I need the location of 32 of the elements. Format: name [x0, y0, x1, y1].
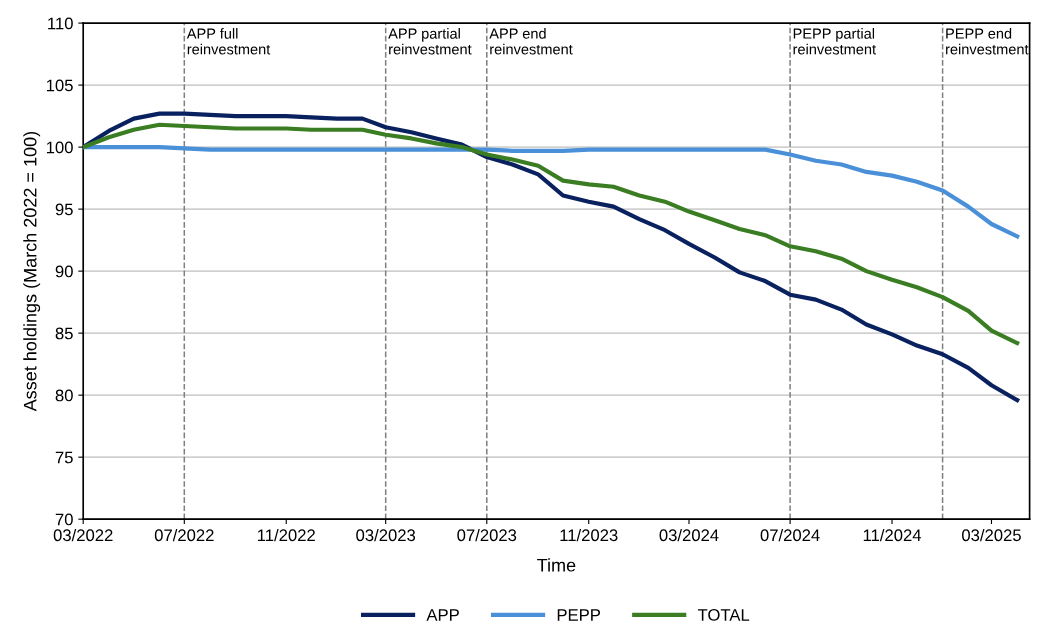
y-tick-label: 85	[55, 327, 73, 340]
x-tick-label: 07/2023	[457, 528, 517, 542]
legend-label: APP	[426, 609, 459, 621]
ref-line-label: APP partial reinvestment	[388, 28, 472, 55]
line-series	[83, 145, 1020, 239]
legend-label: PEPP	[557, 609, 600, 621]
x-tick-label: 03/2024	[659, 528, 719, 542]
x-tick-label: 07/2024	[760, 528, 820, 542]
x-tick-label: 11/2024	[863, 528, 922, 542]
y-tick-label: 100	[46, 141, 73, 154]
y-tick-label: 95	[55, 203, 73, 216]
ref-line-label: APP full reinvestment	[186, 28, 271, 55]
x-axis-title: Time	[537, 558, 576, 572]
ref-line-label: PEPP partial reinvestment	[793, 28, 876, 55]
y-tick-label: 105	[46, 79, 73, 92]
x-tick-label: 03/2022	[53, 528, 113, 542]
ref-line-label: PEPP end reinvestment	[946, 28, 1029, 55]
ref-line-label: APP end reinvestment	[489, 28, 573, 55]
y-tick-label: 90	[55, 265, 73, 278]
y-tick-label: 110	[48, 17, 73, 30]
y-tick-label: 70	[55, 513, 73, 526]
y-tick-label: 80	[55, 389, 73, 402]
line-series	[83, 122, 1020, 346]
y-axis-title: Asset holdings (March 2022 = 100)	[23, 131, 41, 412]
legend-label: TOTAL	[697, 609, 750, 621]
x-tick-label: 07/2022	[154, 528, 214, 542]
line-series	[83, 111, 1020, 403]
y-tick-label: 75	[55, 451, 73, 464]
x-tick-label: 11/2023	[560, 528, 618, 542]
x-tick-label: 03/2025	[962, 528, 1021, 542]
x-tick-label: 03/2023	[356, 528, 416, 542]
x-tick-label: 11/2022	[258, 528, 315, 542]
